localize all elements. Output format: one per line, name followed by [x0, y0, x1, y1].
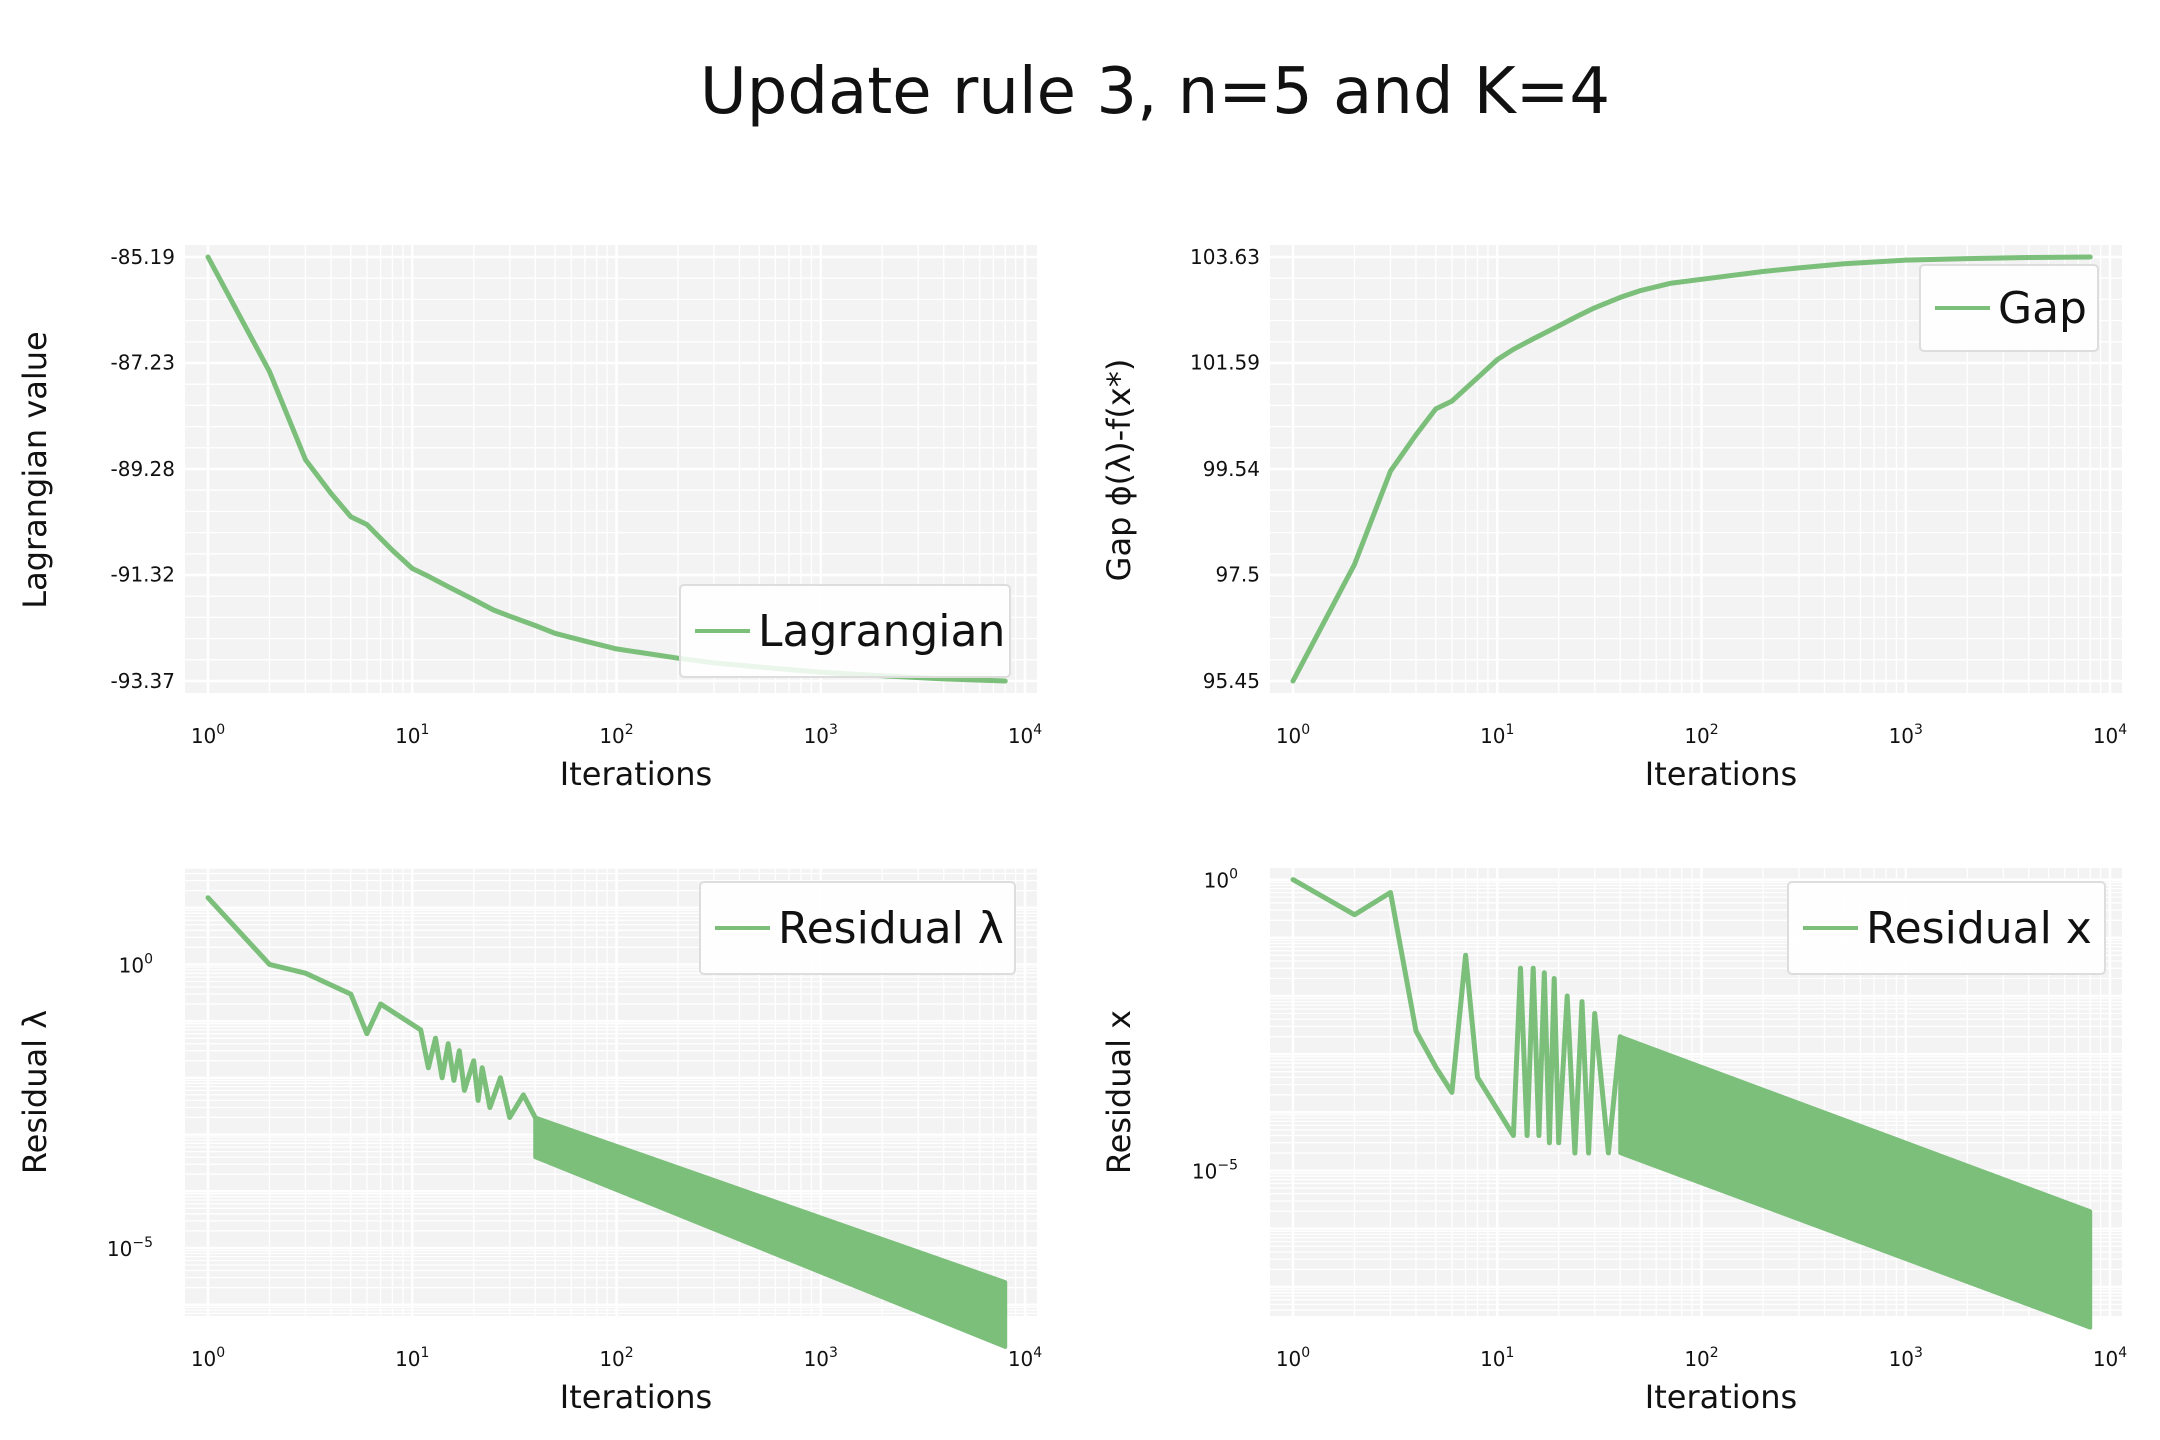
- y-axis-label: Gap ϕ(λ)-f(x*): [1100, 359, 1138, 582]
- x-tick-label: 103: [1889, 1345, 1923, 1371]
- x-tick-label: 101: [1480, 722, 1514, 748]
- x-axis-label: Iterations: [1645, 1378, 1797, 1416]
- legend-label: Residual λ: [778, 903, 1004, 954]
- x-tick-label: 104: [1008, 1345, 1042, 1371]
- x-tick-label: 103: [1889, 722, 1923, 748]
- y-axis-label: Residual x: [1100, 1010, 1138, 1174]
- series-band: [533, 1115, 1008, 1349]
- x-tick-label: 102: [599, 1345, 633, 1371]
- legend-box: [699, 881, 1016, 975]
- x-axis-label: Iterations: [1645, 755, 1797, 793]
- series-line: [1290, 254, 2093, 684]
- x-tick-label: 102: [1684, 1345, 1718, 1371]
- y-tick-label: 97.5: [1215, 563, 1260, 587]
- series-line: [205, 895, 538, 1120]
- y-tick-label: 10−5: [1192, 1158, 1238, 1184]
- x-tick-label: 104: [1008, 722, 1042, 748]
- x-axis-label: Iterations: [560, 755, 712, 793]
- x-axis-label: Iterations: [560, 1378, 712, 1416]
- legend-label: Gap: [1998, 283, 2087, 334]
- figure-title: Update rule 3, n=5 and K=4: [699, 55, 1611, 129]
- x-tick-label: 101: [1480, 1345, 1514, 1371]
- x-tick-label: 103: [804, 1345, 838, 1371]
- x-tick-label: 104: [2093, 1345, 2127, 1371]
- x-tick-label: 100: [191, 722, 225, 748]
- y-tick-label: -91.32: [111, 563, 175, 587]
- x-tick-label: 100: [1276, 1345, 1310, 1371]
- y-tick-label: 100: [1204, 867, 1238, 893]
- legend-box: [1787, 881, 2106, 975]
- legend-box: [679, 584, 1011, 678]
- x-tick-label: 100: [191, 1345, 225, 1371]
- y-tick-label: 100: [119, 951, 153, 977]
- y-axis-label: Residual λ: [16, 1010, 54, 1174]
- x-tick-label: 101: [395, 1345, 429, 1371]
- y-tick-label: -93.37: [111, 669, 175, 693]
- legend-label: Lagrangian: [758, 606, 1005, 657]
- x-tick-label: 100: [1276, 722, 1310, 748]
- y-tick-label: 103.63: [1190, 245, 1260, 269]
- y-tick-label: 99.54: [1203, 457, 1260, 481]
- x-tick-label: 102: [1684, 722, 1718, 748]
- y-tick-label: -89.28: [111, 457, 175, 481]
- y-tick-label: 95.45: [1203, 669, 1260, 693]
- y-axis-label: Lagrangian value: [16, 331, 54, 608]
- panel-3: 100 101 102 103 104 100 10−5 Iterations Residual…: [16, 867, 1042, 1416]
- legend-label: Residual x: [1866, 903, 2092, 954]
- y-tick-label: 10−5: [107, 1235, 153, 1261]
- x-tick-label: 101: [395, 722, 429, 748]
- y-tick-label: -85.19: [111, 245, 175, 269]
- series-line: [1290, 877, 1623, 1156]
- panel-1: 100 101 102 103 104 -85.19 -87.23 -89.28 -91.32 -…: [16, 245, 1042, 793]
- x-tick-label: 103: [804, 722, 838, 748]
- series-band: [1618, 1034, 2093, 1330]
- x-tick-label: 102: [599, 722, 633, 748]
- y-tick-label: -87.23: [111, 351, 175, 375]
- x-tick-label: 104: [2093, 722, 2127, 748]
- panel-2: 100 101 102 103 104 103.63 101.59 99.54 97.5 95.4…: [1100, 245, 2127, 793]
- panel-4: 100 101 102 103 104 100 10−5 Iterations Residual…: [1100, 867, 2127, 1416]
- legend-box: [1919, 264, 2099, 352]
- y-tick-label: 101.59: [1190, 351, 1260, 375]
